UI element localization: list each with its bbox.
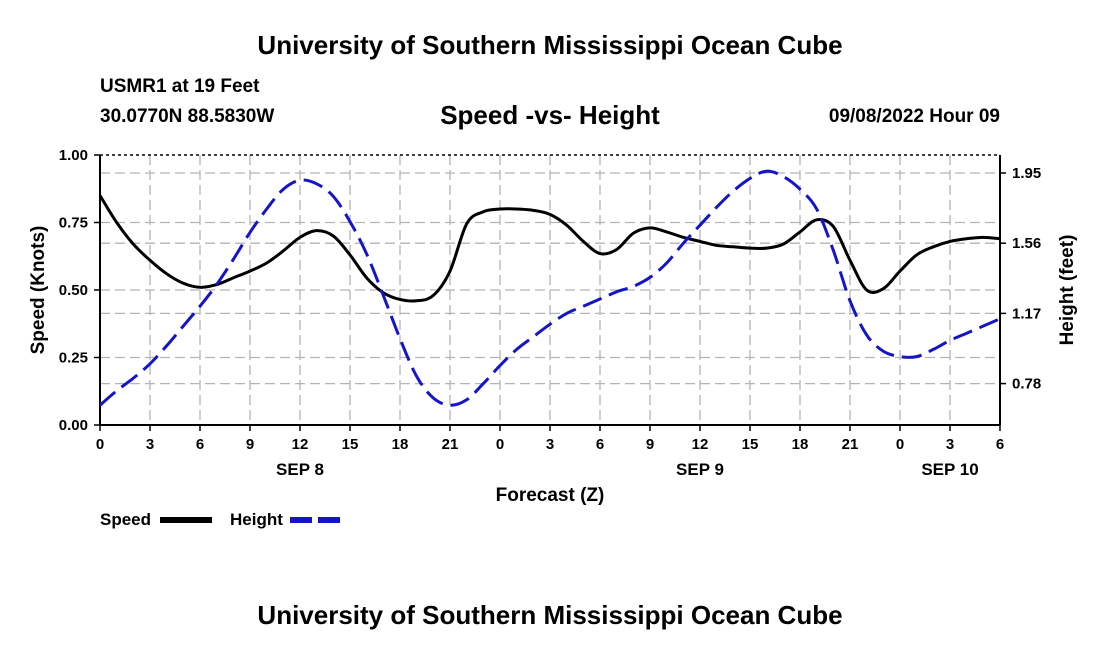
x-tick-label: 9	[246, 436, 254, 453]
forecast-datetime: 09/08/2022 Hour 09	[828, 106, 1000, 127]
x-tick-label: 0	[496, 436, 504, 453]
x-tick-label: 15	[742, 436, 759, 453]
x-tick-label: 15	[342, 436, 359, 453]
y-axis-label: Speed (Knots)	[28, 226, 49, 355]
height-series-line	[99, 169, 1001, 407]
x-tick-label: 21	[442, 436, 459, 453]
chart-subtitle: Speed -vs- Height	[440, 100, 660, 130]
y-tick-label: 0.00	[59, 417, 88, 434]
x-tick-label: 21	[842, 436, 859, 453]
page-title: University of Southern Mississippi Ocean…	[257, 30, 843, 60]
y2-tick-label: 0.78	[1012, 376, 1041, 393]
x-tick-label: 9	[646, 436, 654, 453]
x-tick-label: 6	[196, 436, 204, 453]
x-tick-label: 0	[896, 436, 904, 453]
y2-axis-label: Height (feet)	[1057, 235, 1078, 346]
x-tick-label: 6	[996, 436, 1004, 453]
y-tick-label: 0.25	[59, 350, 88, 367]
x-tick-label: 3	[946, 436, 954, 453]
x-tick-label: 12	[692, 436, 709, 453]
x-tick-label: 12	[292, 436, 309, 453]
x-tick-label: 3	[146, 436, 154, 453]
y2-tick-label: 1.95	[1012, 165, 1041, 182]
x-tick-label: 0	[96, 436, 104, 453]
x-tick-label: 18	[792, 436, 809, 453]
x-tick-label: 18	[392, 436, 409, 453]
legend-height-label: Height	[230, 510, 283, 529]
y2-tick-label: 1.17	[1012, 305, 1041, 322]
footer-title: University of Southern Mississippi Ocean…	[257, 600, 843, 630]
x-tick-label: 3	[546, 436, 554, 453]
y2-tick-label: 1.56	[1012, 235, 1041, 252]
date-label: SEP 9	[676, 460, 724, 479]
y-tick-label: 1.00	[59, 147, 88, 164]
speed-series-line	[98, 194, 1001, 303]
y-tick-label: 0.75	[59, 215, 88, 232]
x-tick-label: 6	[596, 436, 604, 453]
date-label: SEP 8	[276, 460, 324, 479]
x-axis-label: Forecast (Z)	[496, 485, 605, 506]
y-tick-label: 0.50	[59, 282, 88, 299]
coordinates-label: 30.0770N 88.5830W	[100, 106, 275, 127]
station-label: USMR1 at 19 Feet	[100, 76, 260, 97]
legend-speed-label: Speed	[100, 510, 151, 529]
date-label: SEP 10	[921, 460, 978, 479]
